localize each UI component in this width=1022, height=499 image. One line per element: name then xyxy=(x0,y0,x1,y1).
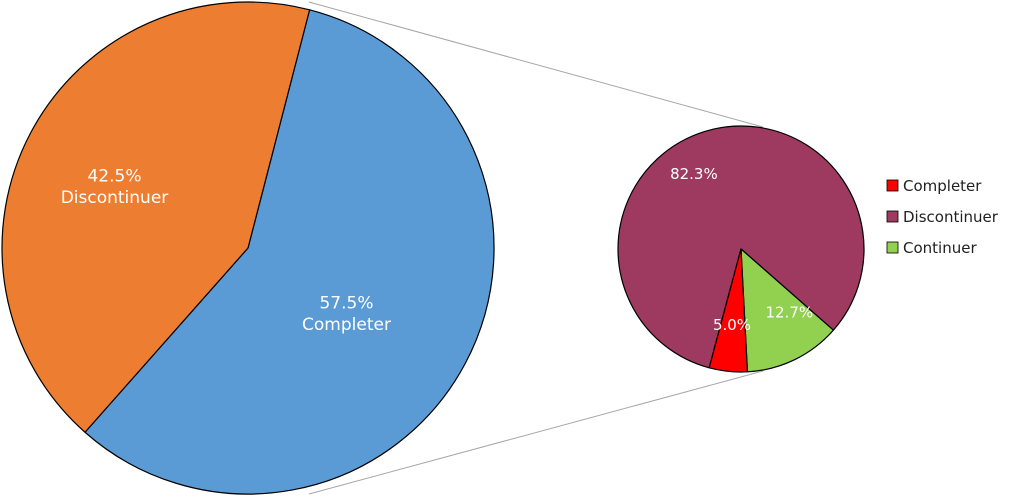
main-pie-slice-discontinuer xyxy=(1,1,311,433)
secondary-pie-slice-continuer xyxy=(740,248,835,373)
main-pie-data-label-category: Discontinuer xyxy=(61,188,169,208)
legend-swatch-continuer xyxy=(886,241,899,254)
main-pie-data-label-value: 57.5% xyxy=(319,294,373,314)
main-pie-data-label-category: Completer xyxy=(302,315,391,335)
main-pie-data-label-discontinuer: 42.5% Discontinuer xyxy=(61,167,169,208)
legend: Completer Discontinuer Continuer xyxy=(886,177,999,257)
legend-label-completer: Completer xyxy=(903,177,982,195)
secondary-pie-data-label-discontinuer: 82.3% xyxy=(670,165,718,183)
main-pie-slice-completer xyxy=(84,9,495,495)
legend-label-discontinuer: Discontinuer xyxy=(903,208,999,226)
legend-swatch-completer xyxy=(886,179,899,192)
legend-swatch-discontinuer xyxy=(886,210,899,223)
secondary-pie-data-label-completer: 5.0% xyxy=(713,316,751,334)
main-pie: 57.5% Completer 42.5% Discontinuer xyxy=(1,1,495,495)
secondary-pie-slice-discontinuer xyxy=(617,125,865,369)
connector-line-bottom xyxy=(308,370,764,495)
secondary-pie-data-label-continuer: 12.7% xyxy=(765,304,813,322)
main-pie-data-label-value: 42.5% xyxy=(87,167,141,187)
legend-label-continuer: Continuer xyxy=(903,239,977,257)
connector-line-top xyxy=(308,1,764,128)
secondary-pie-slice-completer xyxy=(708,248,749,373)
main-pie-data-label-completer: 57.5% Completer xyxy=(302,294,391,335)
secondary-pie: 82.3% 12.7% 5.0% xyxy=(617,125,865,373)
connector-lines xyxy=(308,1,764,495)
